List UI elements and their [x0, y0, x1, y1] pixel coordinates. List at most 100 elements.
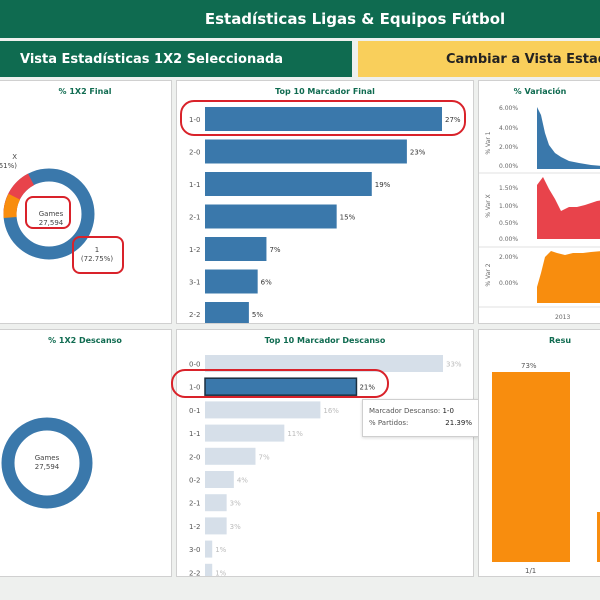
bar-0-1[interactable]	[205, 401, 321, 419]
bar-label-2-1: 2-1	[189, 214, 200, 222]
tooltip-value-2: 21.39%	[445, 419, 472, 427]
bar-2-2[interactable]	[205, 563, 213, 577]
bar-label-2-0: 2-0	[189, 149, 200, 157]
bar-3-0[interactable]	[205, 540, 213, 558]
resultado-bar-partial[interactable]	[597, 512, 600, 562]
tab-cambiar-vista[interactable]: Cambiar a Vista Estadísticas	[358, 41, 600, 77]
var2-area	[537, 251, 600, 303]
var2-tick-0: 2.00%	[499, 254, 518, 261]
panel-top10-descanso-title: Top 10 Marcador Descanso	[264, 336, 386, 345]
var1-tick-0: 6.00%	[499, 105, 518, 112]
bar-label-2-1: 2-1	[189, 500, 200, 508]
slice-label-draw: X (16.51%)	[0, 153, 17, 171]
bar-2-2[interactable]	[205, 302, 249, 324]
bar-label-0-0: 0-0	[189, 361, 200, 369]
varx-ylabel: % Var X	[485, 194, 492, 217]
bar-3-1[interactable]	[205, 269, 258, 294]
var2-tick-1: 0.00%	[499, 280, 518, 287]
bar-label-0-2: 0-2	[189, 477, 200, 485]
chart-variacion: % Var 1 6.00% 4.00% 2.00% 0.00% % Var X …	[479, 105, 600, 321]
varx-tick-3: 0.00%	[499, 236, 518, 243]
bar-value-3-0: 1%	[215, 546, 226, 554]
bar-value-0-0: 33%	[446, 361, 462, 369]
bar-value-1-0: 27%	[445, 116, 461, 124]
resultado-bar-1-1[interactable]	[492, 372, 570, 562]
bar-1-0[interactable]	[204, 377, 358, 396]
bar-0-2[interactable]	[205, 471, 234, 488]
tab-vista-1x2[interactable]: Vista Estadísticas 1X2 Seleccionada	[0, 41, 352, 77]
annotation-home-pct	[72, 236, 124, 274]
bar-label-0-1: 0-1	[189, 407, 200, 415]
panel-1x2-final-title: % 1X2 Final	[58, 87, 112, 96]
panel-resultado-title: Resu	[549, 336, 572, 345]
bar-1-1[interactable]	[205, 424, 285, 442]
bar-value-2-2: 1%	[215, 569, 226, 577]
bar-value-1-1: 19%	[375, 181, 391, 189]
donut-1x2-final[interactable]	[0, 81, 172, 324]
bar-1-1[interactable]	[205, 172, 372, 196]
chart-top10-final: 1-0 27% 2-0 23% 1-1 19% 2-1 15% 1-2 7% 3-1 6% 2-2 5%	[189, 107, 461, 324]
donut-descanso-ring[interactable]	[1, 417, 93, 509]
bar-label-1-0: 1-0	[189, 384, 200, 392]
slice-home-name: 1	[94, 246, 100, 254]
bottom-strip	[0, 580, 600, 600]
bar-2-1[interactable]	[205, 494, 227, 512]
var1-tick-2: 2.00%	[499, 144, 518, 151]
panel-resultado: Resu 73% 1/1	[478, 329, 600, 577]
donut-descanso-label: Games	[34, 454, 60, 462]
resultado-value-label: 73%	[521, 362, 537, 370]
bar-value-1-1: 11%	[287, 430, 303, 438]
bar-0-0[interactable]	[205, 355, 443, 372]
panel-1x2-descanso: % 1X2 Descanso Games 27,594	[0, 329, 172, 577]
bar-label-1-1: 1-1	[189, 181, 200, 189]
bar-label-1-2: 1-2	[189, 523, 200, 531]
donut-center-label: Games	[38, 210, 64, 218]
panel-variacion: % Variación % Var 1 6.00% 4.00% 2.00% 0.…	[478, 80, 600, 324]
slice-label-home: 1 (72.75%)	[77, 246, 117, 264]
panel-top10-descanso: Top 10 Marcador Descanso 0-0 33% 1-0 21% 0-1…	[176, 329, 474, 577]
bar-2-0[interactable]	[205, 447, 256, 465]
bar-label-1-2: 1-2	[189, 246, 200, 254]
panel-1x2-descanso-title: % 1X2 Descanso	[48, 336, 122, 345]
bar-label-2-2: 2-2	[189, 311, 200, 319]
bar-value-1-0: 21%	[359, 384, 375, 392]
bar-value-1-2: 7%	[269, 246, 280, 254]
tab-vista-1x2-label: Vista Estadísticas 1X2 Seleccionada	[20, 51, 284, 67]
var1-area	[537, 107, 600, 169]
panel-variacion-title: % Variación	[513, 87, 567, 96]
donut-1x2-descanso[interactable]	[0, 330, 172, 577]
bar-value-2-0: 7%	[258, 453, 269, 461]
bar-value-2-1: 15%	[340, 214, 356, 222]
bar-1-2[interactable]	[205, 517, 227, 535]
dashboard-title: Estadísticas Ligas & Equipos Fútbol	[204, 10, 506, 28]
var2-ylabel: % Var 2	[485, 263, 492, 286]
bar-value-0-2: 4%	[237, 477, 248, 485]
tooltip-row-1: Marcador Descanso: 1-0	[369, 405, 472, 417]
bar-label-2-0: 2-0	[189, 453, 200, 461]
bar-label-3-0: 3-0	[189, 546, 200, 554]
donut-center-value: 27,594	[38, 219, 64, 227]
varx-tick-0: 1.50%	[499, 185, 518, 192]
bar-2-1[interactable]	[205, 204, 337, 229]
dashboard-header: Estadísticas Ligas & Equipos Fútbol	[0, 0, 600, 38]
resultado-category: 1/1	[525, 567, 536, 575]
donut-slice-away[interactable]	[3, 193, 21, 218]
chart-resultado: 73% 1/1	[492, 362, 600, 575]
var1-ylabel: % Var 1	[485, 131, 492, 154]
bar-label-1-0: 1-0	[189, 116, 200, 124]
chart-top10-descanso: 0-0 33% 1-0 21% 0-1 16% 1-1 11% 2-0 7% 0-2 4% 2-1 3% 1…	[189, 355, 462, 577]
tooltip-marcador: Marcador Descanso: 1-0 % Partidos: 21.39%	[362, 399, 479, 437]
bar-value-3-1: 6%	[261, 279, 272, 287]
annotation-games-final	[25, 196, 71, 229]
bar-1-2[interactable]	[205, 237, 267, 261]
bar-1-0[interactable]	[205, 107, 442, 131]
bar-value-2-0: 23%	[410, 149, 426, 157]
varx-tick-2: 0.50%	[499, 220, 518, 227]
panel-top10-final-title: Top 10 Marcador Final	[275, 87, 375, 96]
slice-draw-value: (16.51%)	[0, 162, 17, 170]
bar-2-0[interactable]	[205, 139, 407, 164]
bar-label-2-2: 2-2	[189, 569, 200, 577]
panel-top10-final: Top 10 Marcador Final 1-0 27% 2-0 23% 1-1 19%…	[176, 80, 474, 324]
bar-value-2-1: 3%	[230, 500, 241, 508]
donut-center-final: Games 27,594	[31, 210, 71, 228]
